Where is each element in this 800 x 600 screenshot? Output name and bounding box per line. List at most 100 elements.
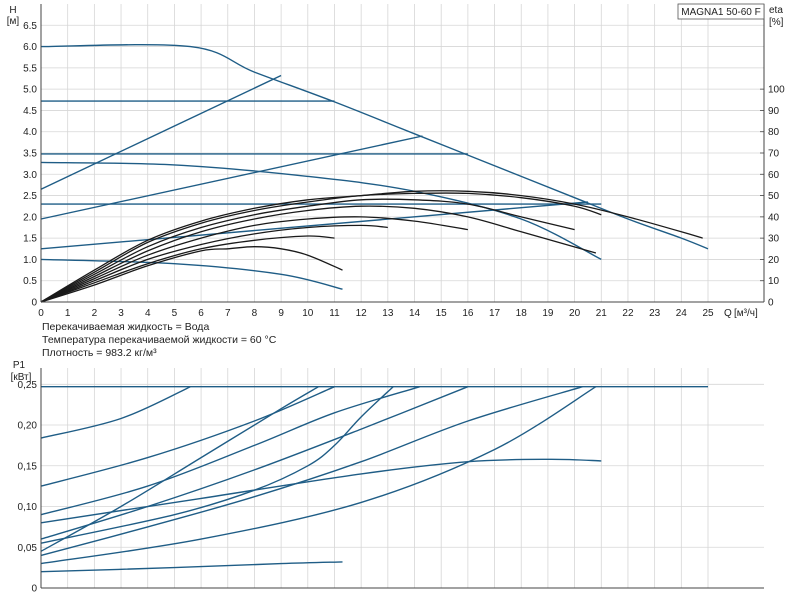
y-tick-label: 2.5: [23, 191, 37, 202]
y2-tick-label: 30: [768, 234, 780, 245]
x-axis-label: Q: [724, 308, 732, 319]
bottom-grid: [40, 368, 764, 589]
x-tick-label: 3: [118, 308, 124, 319]
head-curve: [40, 74, 282, 190]
p1-axis-label: P1: [13, 360, 26, 371]
x-tick-label: 2: [92, 308, 98, 319]
efficiency-curve: [40, 246, 343, 303]
p1-tick-label: 0,10: [18, 502, 38, 513]
y2-tick-label: 50: [768, 191, 780, 202]
power-curve: [40, 386, 421, 516]
y2-tick-label: 0: [768, 298, 774, 309]
y2-tick-label: 80: [768, 127, 780, 138]
y-tick-label: 1.5: [23, 234, 37, 245]
y-tick-label: 0.5: [23, 276, 37, 287]
power-curve: [40, 386, 597, 565]
y2-tick-label: 70: [768, 149, 780, 160]
power-curve: [40, 458, 602, 524]
y-tick-label: 5.0: [23, 85, 37, 96]
head-curve: [40, 43, 709, 250]
head-curve: [40, 201, 588, 250]
y-tick-label: 6.5: [23, 21, 37, 32]
p1-tick-label: 0,15: [18, 461, 38, 472]
top-grid: [40, 4, 764, 303]
x-tick-label: 1: [65, 308, 71, 319]
p1-tick-label: 0,05: [18, 543, 38, 554]
head-curve: [40, 258, 343, 290]
y2-tick-label: 100: [768, 85, 785, 96]
x-tick-label: 7: [225, 308, 231, 319]
y-tick-label: 6.0: [23, 42, 37, 53]
y-tick-label: 0: [31, 298, 37, 309]
y2-tick-label: 20: [768, 255, 780, 266]
x-tick-label: 17: [489, 308, 501, 319]
y-tick-label: 4.5: [23, 106, 37, 117]
bottom-axes: 0 0,05 0,10 0,15 0,20 0,25: [18, 368, 764, 595]
y-axis-label: H: [9, 5, 16, 16]
efficiency-curve: [40, 192, 602, 303]
y2-tick-label: 40: [768, 212, 780, 223]
model-label: MAGNA1 50-60 F: [681, 7, 760, 18]
x-tick-label: 10: [302, 308, 314, 319]
p1-tick-label: 0,25: [18, 380, 38, 391]
x-tick-label: 9: [278, 308, 284, 319]
note-temperature: Температура перекачиваемой жидкости = 60…: [42, 334, 277, 346]
p1-tick-label: 0: [31, 584, 37, 595]
efficiency-curve: [40, 224, 388, 303]
y-axis-unit: [м]: [7, 16, 20, 27]
x-tick-label: 19: [542, 308, 554, 319]
efficiency-curve: [40, 235, 335, 303]
x-tick-label: 20: [569, 308, 581, 319]
head-curve: [40, 135, 423, 220]
x-tick-label: 24: [676, 308, 688, 319]
top-curves: [40, 43, 709, 303]
model-label-box: [677, 3, 765, 20]
x-tick-label: 22: [622, 308, 634, 319]
x-tick-label: 5: [172, 308, 178, 319]
p1-tick-label: 0,20: [18, 421, 38, 432]
y2-tick-label: 10: [768, 276, 780, 287]
y2-tick-label: 90: [768, 106, 780, 117]
x-tick-label: 23: [649, 308, 661, 319]
x-tick-label: 13: [382, 308, 394, 319]
power-curve: [40, 386, 191, 439]
y-tick-label: 3.0: [23, 170, 37, 181]
y-tick-label: 2.0: [23, 212, 37, 223]
y-tick-label: 4.0: [23, 127, 37, 138]
efficiency-curve: [40, 198, 575, 303]
x-tick-label: 11: [329, 308, 340, 319]
efficiency-curve: [40, 205, 597, 303]
power-curve: [40, 386, 583, 557]
p1-axis-unit: [кВт]: [11, 372, 32, 383]
power-curve: [40, 386, 319, 552]
bottom-curves: [40, 386, 708, 573]
x-tick-label: 25: [702, 308, 714, 319]
note-density: Плотность = 983.2 кг/м³: [42, 347, 157, 359]
power-curve: [40, 386, 335, 487]
y-tick-label: 5.5: [23, 63, 37, 74]
x-tick-label: 0: [38, 308, 44, 319]
power-curve: [40, 386, 394, 544]
x-tick-label: 16: [462, 308, 474, 319]
efficiency-curve: [40, 190, 703, 303]
y2-tick-label: 60: [768, 170, 780, 181]
x-axis-unit: [м³/ч]: [734, 308, 758, 319]
x-tick-label: 6: [198, 308, 204, 319]
y-tick-label: 3.5: [23, 149, 37, 160]
efficiency-curve: [40, 216, 469, 303]
x-tick-label: 12: [356, 308, 368, 319]
power-curve: [40, 561, 343, 573]
note-liquid: Перекачиваемая жидкость = Вода: [42, 321, 209, 333]
y2-axis-unit: [%]: [769, 17, 784, 28]
top-axes: 0 0.5 1.0 1.5 2.0 2.5 3.0 3.5 4.0 4.5 5.0 5.5 6.0 6.5…: [23, 4, 785, 319]
x-tick-label: 21: [596, 308, 608, 319]
head-curve: [40, 161, 602, 261]
x-tick-label: 8: [252, 308, 258, 319]
y-tick-label: 1.0: [23, 255, 37, 266]
x-tick-label: 18: [516, 308, 528, 319]
y2-axis-label: eta: [769, 5, 783, 16]
x-tick-label: 4: [145, 308, 151, 319]
power-curve: [40, 386, 469, 540]
x-tick-label: 15: [436, 308, 448, 319]
